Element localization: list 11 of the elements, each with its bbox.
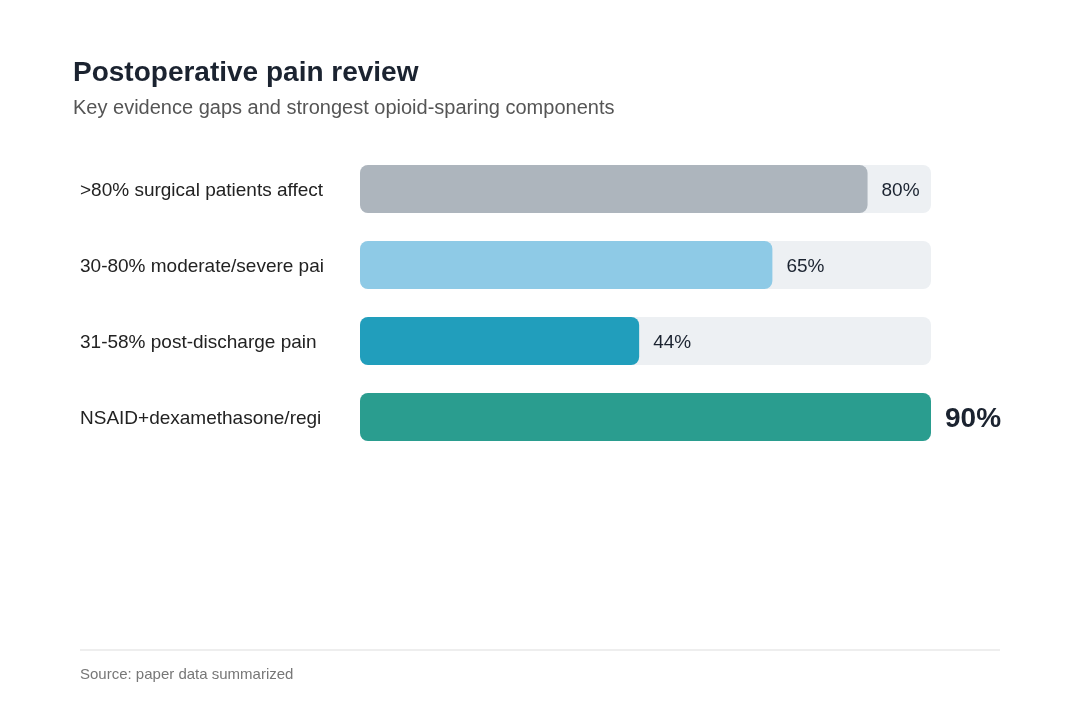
- data-label: 65%: [786, 254, 825, 276]
- data-label: 44%: [653, 330, 692, 352]
- data-label: 80%: [881, 178, 920, 200]
- y-tick-label: 30-80% moderate/severe pai: [80, 254, 324, 276]
- chart-subtitle: Key evidence gaps and strongest opioid-sparing components: [73, 96, 615, 118]
- y-tick-label: >80% surgical patients affect: [80, 178, 324, 200]
- chart-title: Postoperative pain review: [73, 55, 419, 87]
- data-label: 90%: [945, 401, 1002, 433]
- y-tick-label: NSAID+dexamethasone/regi: [80, 406, 322, 428]
- source-note: Source: paper data summarized: [80, 665, 294, 682]
- y-tick-label: 31-58% post-discharge pain: [80, 330, 317, 352]
